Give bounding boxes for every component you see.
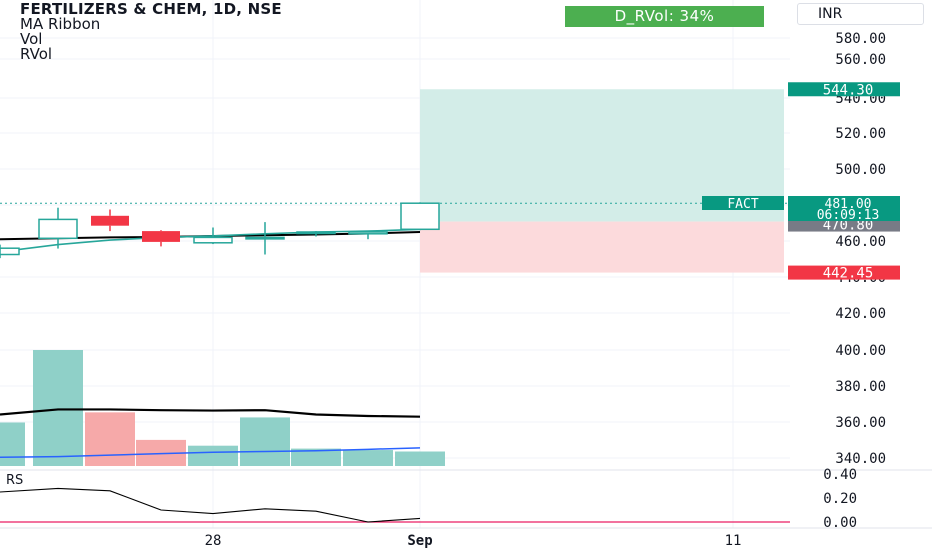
indicator-rvol[interactable]: RVol [20,45,53,63]
target-price-badge: 544.30 [788,82,900,98]
chart-legend: FERTILIZERS & CHEM, 1D, NSE MA Ribbon Vo… [20,2,282,62]
countdown-text: 06:09:13 [817,208,880,223]
volume-bar [33,350,83,466]
candle-body [0,247,20,256]
target-price-badge-bg [788,82,900,97]
candle-body [142,231,180,242]
rs-line [0,487,421,523]
candle-body [296,231,336,235]
candle [0,244,20,259]
target-price-badge-text: 544.30 [823,82,874,98]
currency-selector[interactable]: INR [797,3,924,25]
price-tick-label: 340.00 [835,451,886,467]
symbol-title[interactable]: FERTILIZERS & CHEM, 1D, NSE [20,0,282,18]
symbol-price-label-bg [702,196,784,210]
volume-bar [291,448,341,466]
stop-zone [420,221,784,273]
volume-bar [395,451,445,466]
indicator-vol[interactable]: Vol [20,30,43,48]
last-price-text: 481.00 [825,197,872,212]
candle [348,231,388,240]
symbol-price-label: FACT [702,196,784,212]
candle-body [38,218,78,240]
volume-ma-black [0,408,421,418]
price-tick-label: 400.00 [835,343,886,359]
candle [245,222,285,255]
volume-bar [0,422,25,466]
price-tick-label: 360.00 [835,415,886,431]
candle [400,202,440,231]
entry-price-badge: 470.80 [788,217,900,234]
rs-tick-label: 0.40 [823,467,857,483]
symbol-price-label-text: FACT [727,197,758,212]
price-tick-label: 500.00 [835,162,886,178]
price-tick-label: 460.00 [835,234,886,250]
volume-ma-blue [0,447,421,459]
volume-bar [240,417,290,466]
price-tick-label: 380.00 [835,379,886,395]
last-price-badge-bg [788,196,900,221]
candle [193,227,233,245]
candle-body [193,236,233,244]
candle [296,231,336,237]
rs-tick-label: 0.20 [823,491,857,507]
volume-bars [0,350,445,466]
volume-bar [188,445,238,466]
candle [91,209,129,232]
time-tick-label: 28 [205,533,222,549]
rs-pane-label[interactable]: RS [6,473,24,488]
price-tick-label: 560.00 [835,52,886,68]
volume-bar [85,412,135,466]
candle-body [348,231,388,235]
rs-tick-label: 0.00 [823,515,857,531]
entry-price-badge-bg [788,217,900,232]
candle [38,207,78,249]
time-tick-label: 11 [725,533,742,549]
price-tick-label: 420.00 [835,306,886,322]
volume-bar [343,450,393,466]
price-tick-label: 580.00 [835,31,886,47]
candles [0,202,440,259]
candle-body [91,215,129,226]
entry-price-badge-text: 470.80 [823,218,874,234]
candle-body [400,202,440,231]
stop-price-badge: 442.45 [788,265,900,282]
price-tick-label: 520.00 [835,126,886,142]
candle-body [245,236,285,240]
stop-price-badge-bg [788,265,900,280]
rvol-badge: D_RVol: 34% [565,6,764,27]
indicator-ma-ribbon[interactable]: MA Ribbon [20,15,101,33]
time-tick-label: Sep [407,533,432,549]
stop-price-badge-text: 442.45 [823,266,874,282]
candle [142,230,180,247]
